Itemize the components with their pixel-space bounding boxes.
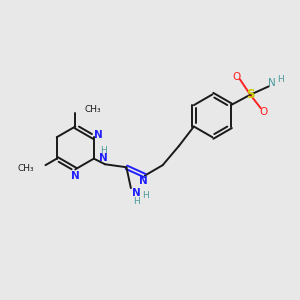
- Text: S: S: [246, 88, 254, 101]
- Text: H: H: [100, 146, 106, 154]
- Text: H: H: [277, 75, 284, 84]
- Text: N: N: [99, 153, 108, 163]
- Text: CH₃: CH₃: [17, 164, 34, 172]
- Text: O: O: [232, 72, 240, 82]
- Text: N: N: [139, 176, 148, 186]
- Text: H: H: [142, 191, 148, 200]
- Text: N: N: [132, 188, 141, 198]
- Text: N: N: [94, 130, 103, 140]
- Text: N: N: [71, 171, 80, 181]
- Text: H: H: [133, 196, 140, 206]
- Text: O: O: [259, 107, 267, 117]
- Text: CH₃: CH₃: [85, 105, 101, 114]
- Text: N: N: [268, 78, 276, 88]
